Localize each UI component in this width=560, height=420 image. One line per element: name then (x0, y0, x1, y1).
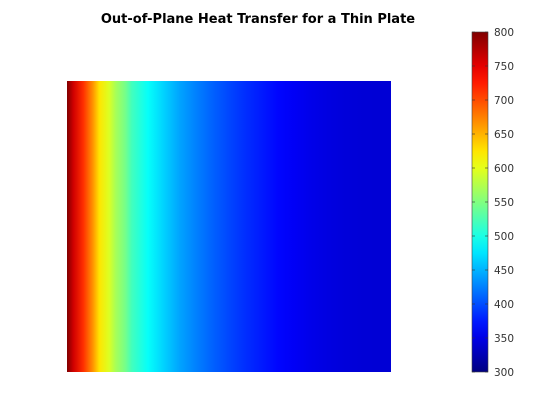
colorbar-tick-label: 550 (494, 197, 514, 209)
colorbar-tick-label: 400 (494, 299, 514, 311)
colorbar-tick-label: 300 (494, 367, 514, 379)
colorbar-tick-label: 650 (494, 129, 514, 141)
colorbar-tick-label: 750 (494, 61, 514, 73)
colorbar-tick-label: 800 (494, 27, 514, 39)
colorbar-tick-label: 700 (494, 95, 514, 107)
colorbar-tick-label: 350 (494, 333, 514, 345)
plate-heatmap (67, 81, 391, 372)
chart-title: Out-of-Plane Heat Transfer for a Thin Pl… (101, 12, 415, 27)
colorbar-tick-label: 500 (494, 231, 514, 243)
colorbar-ticks: 300 350 400 450 500 550 600 650 700 750 800 (472, 27, 514, 379)
colorbar-tick-label: 600 (494, 163, 514, 175)
colorbar-tick-label: 450 (494, 265, 514, 277)
